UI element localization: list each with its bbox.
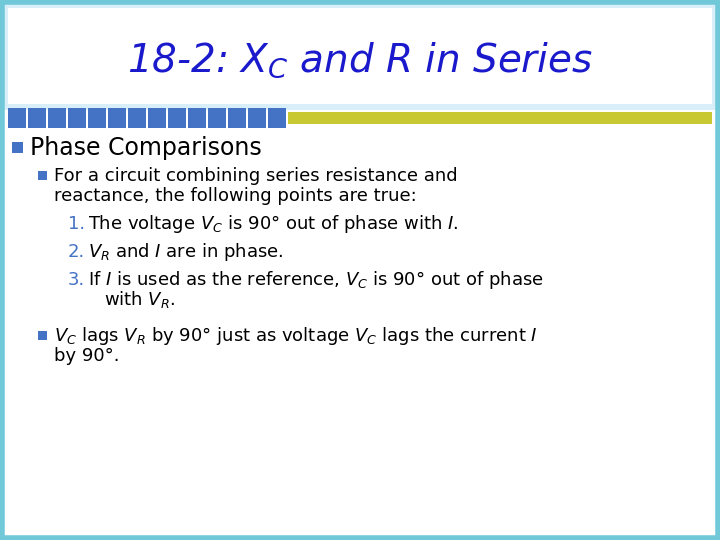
Bar (88, 108, 106, 128)
Text: $V_R$ and $I$ are in phase.: $V_R$ and $I$ are in phase. (88, 241, 284, 263)
Bar (228, 108, 246, 128)
Bar (28, 108, 46, 128)
Text: 3.: 3. (68, 271, 85, 289)
Bar (8, 8, 712, 104)
Text: $V_C$ lags $V_R$ by 90° just as voltage $V_C$ lags the current $I$: $V_C$ lags $V_R$ by 90° just as voltage … (54, 325, 538, 347)
Bar (12, 142, 23, 153)
Text: 18-2: $X_C$ and $R$ in Series: 18-2: $X_C$ and $R$ in Series (127, 40, 593, 80)
Bar (68, 108, 86, 128)
Bar (288, 112, 712, 124)
Text: reactance, the following points are true:: reactance, the following points are true… (54, 187, 417, 205)
Text: with $V_R$.: with $V_R$. (104, 289, 175, 310)
Text: by 90°.: by 90°. (54, 347, 120, 365)
Bar (248, 108, 266, 128)
Text: 1.: 1. (68, 215, 85, 233)
Text: For a circuit combining series resistance and: For a circuit combining series resistanc… (54, 167, 458, 185)
Text: The voltage $V_C$ is 90° out of phase with $I$.: The voltage $V_C$ is 90° out of phase wi… (88, 213, 459, 235)
Text: If $I$ is used as the reference, $V_C$ is 90° out of phase: If $I$ is used as the reference, $V_C$ i… (88, 269, 544, 291)
Bar (108, 108, 126, 128)
Text: 2.: 2. (68, 243, 85, 261)
Bar (208, 108, 226, 128)
Text: Phase Comparisons: Phase Comparisons (30, 137, 262, 160)
Bar (38, 171, 47, 180)
Bar (38, 331, 47, 340)
Bar (168, 108, 186, 128)
Bar (268, 108, 286, 128)
Bar (48, 108, 66, 128)
Bar (8, 108, 26, 128)
Bar (188, 108, 206, 128)
Bar (128, 108, 146, 128)
Bar (0, 0, 720, 110)
Bar (148, 108, 166, 128)
